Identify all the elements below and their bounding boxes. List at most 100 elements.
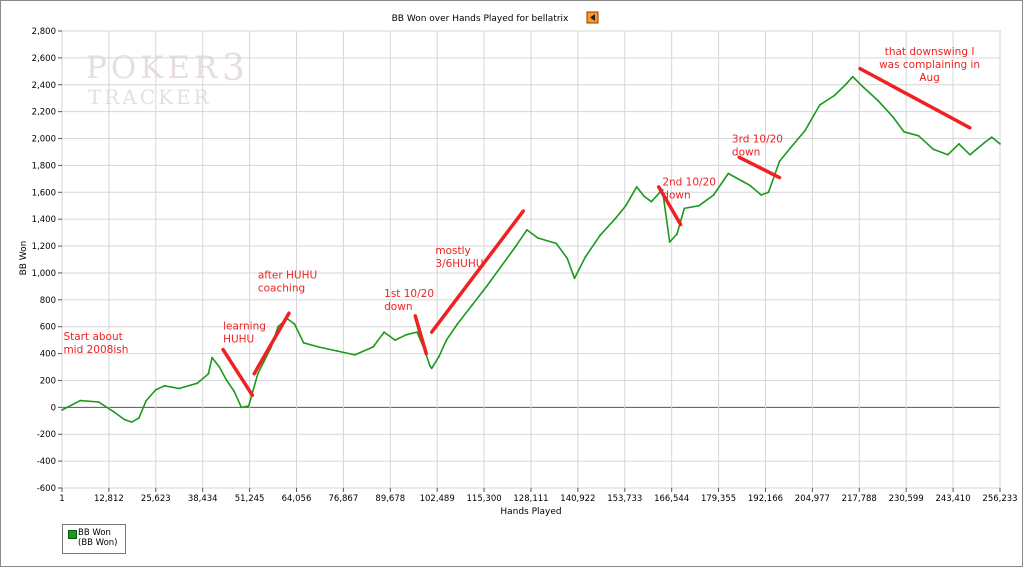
x-tick-label: 140,922 — [560, 494, 595, 504]
data-point — [61, 409, 63, 411]
y-tick-label: -400 — [37, 457, 56, 467]
data-point — [892, 116, 894, 118]
annotation-line: 1st 10/20 — [384, 288, 434, 300]
annotation-text: mostly 3/6HUHU — [435, 245, 483, 270]
data-point — [999, 143, 1001, 145]
x-axis-title: Hands Played — [500, 507, 561, 517]
series-layer — [61, 75, 1001, 423]
data-point — [818, 104, 821, 106]
x-tick-label: 76,867 — [329, 494, 359, 504]
data-point — [851, 75, 854, 78]
data-point — [643, 195, 645, 198]
data-point — [804, 129, 806, 132]
x-tick-label: 89,678 — [375, 494, 405, 504]
data-point — [668, 241, 671, 243]
data-point — [877, 100, 880, 102]
data-point — [154, 389, 157, 391]
data-point — [650, 200, 653, 203]
y-tick-label: 2,600 — [32, 54, 56, 64]
data-point — [372, 346, 375, 348]
annotation-line: down — [732, 147, 760, 159]
annotation-stroke — [413, 314, 428, 356]
data-point — [833, 94, 836, 97]
annotation-line: after HUHU — [258, 269, 317, 281]
annotation-text: 2nd 10/20 down — [662, 177, 716, 202]
y-tick-label: 600 — [40, 323, 56, 333]
y-tick-label: 2,800 — [32, 27, 56, 37]
watermark-line2: TRACKER — [88, 85, 212, 109]
data-point — [789, 147, 792, 149]
data-point — [566, 257, 569, 260]
x-axis-tick-labels: 1 12,812 25,623 38,434 51,245 64,056 76,867 89,… — [59, 488, 1018, 504]
data-point — [844, 83, 847, 86]
data-point — [302, 341, 305, 344]
y-axis-tick-labels: -600 -400 -200 0 200 400 600 800 1,000 1,200 1,400… — [32, 27, 62, 494]
legend-swatch-bb-won — [68, 530, 77, 539]
y-tick-label: 1,400 — [32, 215, 56, 225]
y-tick-label: 400 — [40, 350, 56, 360]
annotation-text: learning HUHU — [223, 320, 266, 345]
x-tick-label: 12,812 — [94, 494, 124, 504]
data-point — [958, 143, 960, 145]
x-tick-label: 1 — [59, 494, 64, 504]
x-tick-label: 115,300 — [467, 494, 502, 504]
data-point — [676, 233, 678, 235]
annotation-layer: Start about mid 2008ish learning HUHU after … — [63, 46, 980, 398]
data-point — [233, 390, 236, 393]
annotation-line: was complaining in — [879, 59, 980, 71]
data-point — [79, 399, 82, 402]
data-point — [584, 255, 587, 258]
annotation-stroke — [737, 155, 782, 180]
data-point — [394, 339, 396, 341]
data-point — [727, 172, 730, 175]
data-point — [405, 333, 407, 336]
data-point — [211, 356, 214, 359]
data-point — [760, 194, 763, 196]
grid-lines — [61, 30, 1001, 489]
data-point — [698, 204, 700, 207]
data-point — [163, 384, 166, 387]
x-tick-label: 128,111 — [513, 494, 548, 504]
data-point — [247, 405, 250, 407]
x-tick-label: 243,410 — [935, 494, 970, 504]
y-tick-label: 1,200 — [32, 242, 56, 252]
annotation-line: Start about — [63, 331, 122, 343]
x-tick-label: 179,355 — [701, 494, 736, 504]
annotation-line: mostly — [435, 245, 470, 257]
annotation-line: 2nd 10/20 — [662, 177, 716, 189]
x-tick-label: 102,489 — [420, 494, 455, 504]
data-point — [983, 141, 986, 144]
data-point — [712, 194, 715, 196]
annotation-line: that downswing I — [885, 46, 975, 58]
data-point — [277, 325, 279, 328]
data-point — [112, 410, 115, 413]
annotation-line: down — [662, 190, 690, 202]
data-point — [485, 285, 488, 288]
data-point — [613, 218, 616, 221]
x-tick-label: 217,788 — [842, 494, 877, 504]
data-point — [416, 331, 418, 333]
data-point — [218, 366, 221, 368]
annotation-line: HUHU — [223, 333, 254, 345]
y-axis-title: BB Won — [19, 241, 29, 276]
y-tick-label: 2,000 — [32, 135, 56, 145]
data-point — [429, 364, 431, 367]
data-point — [256, 372, 259, 375]
x-tick-label: 51,245 — [235, 494, 265, 504]
export-icon[interactable] — [586, 11, 599, 24]
y-tick-label: 200 — [40, 376, 56, 386]
x-tick-label: 25,623 — [141, 494, 171, 504]
data-point — [196, 382, 199, 385]
data-point — [767, 191, 770, 194]
annotation-line: Aug — [919, 72, 940, 84]
annotation-line: mid 2008ish — [63, 344, 128, 356]
data-point — [969, 153, 971, 156]
data-point — [471, 304, 473, 307]
y-tick-label: 0 — [51, 403, 56, 413]
data-point — [225, 379, 228, 382]
data-point — [862, 86, 865, 89]
data-point — [947, 153, 949, 156]
x-tick-label: 38,434 — [188, 494, 218, 504]
data-point — [430, 367, 433, 370]
